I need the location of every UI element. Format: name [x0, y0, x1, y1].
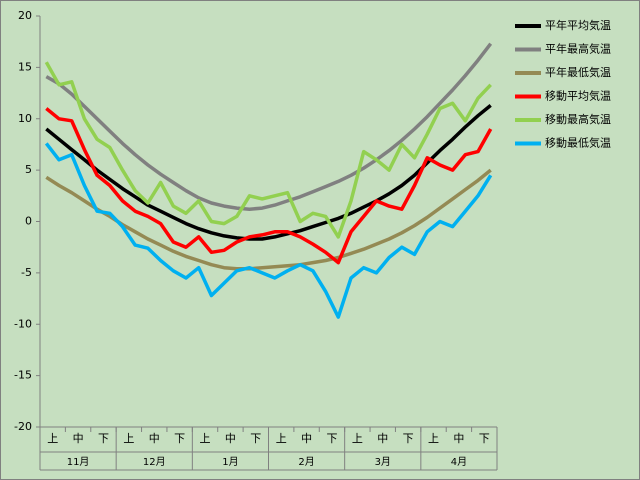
y-tick-label: -20	[14, 420, 32, 433]
y-tick-label: 15	[18, 60, 32, 73]
x-tick-label: 中	[73, 432, 84, 445]
legend-label: 移動最高気温	[545, 112, 611, 126]
month-label: 1月	[222, 456, 238, 468]
month-label: 11月	[67, 456, 90, 468]
x-tick-label: 下	[403, 432, 414, 445]
legend-label: 平年最高気温	[545, 42, 611, 56]
series-line	[45, 107, 493, 265]
x-tick-label: 上	[123, 432, 134, 445]
x-tick-label: 上	[276, 432, 287, 445]
x-tick-label: 上	[200, 432, 211, 445]
x-tick-label: 上	[428, 432, 439, 445]
y-tick-label: -15	[14, 369, 32, 382]
series-line	[44, 61, 492, 239]
legend-label: 移動平均気温	[545, 89, 611, 103]
month-label: 2月	[298, 456, 314, 468]
series-line	[44, 142, 493, 319]
y-tick-label: 10	[18, 112, 32, 125]
x-tick-label: 上	[352, 432, 363, 445]
x-tick-label: 下	[326, 432, 337, 445]
legend-label: 平年最低気温	[545, 65, 611, 79]
series-line	[45, 104, 492, 241]
x-tick-label: 下	[250, 432, 261, 445]
x-tick-label: 下	[98, 432, 109, 445]
x-tick-label: 中	[225, 432, 236, 445]
y-tick-label: -10	[14, 317, 32, 330]
x-tick-label: 中	[149, 432, 160, 445]
month-label: 3月	[375, 456, 391, 468]
month-label: 4月	[451, 456, 467, 468]
x-tick-label: 中	[301, 432, 312, 445]
legend-label: 平年平均気温	[545, 18, 611, 32]
x-tick-label: 上	[47, 432, 58, 445]
x-tick-label: 下	[174, 432, 185, 445]
x-tick-label: 中	[453, 432, 464, 445]
y-tick-label: -5	[21, 266, 32, 279]
legend-label: 移動最低気温	[545, 136, 611, 150]
y-tick-label: 20	[18, 9, 32, 22]
x-tick-label: 中	[377, 432, 388, 445]
y-tick-label: 5	[25, 163, 32, 176]
x-tick-label: 下	[479, 432, 490, 445]
series-line	[45, 42, 493, 211]
month-label: 12月	[143, 456, 166, 468]
y-tick-label: 0	[25, 215, 32, 228]
